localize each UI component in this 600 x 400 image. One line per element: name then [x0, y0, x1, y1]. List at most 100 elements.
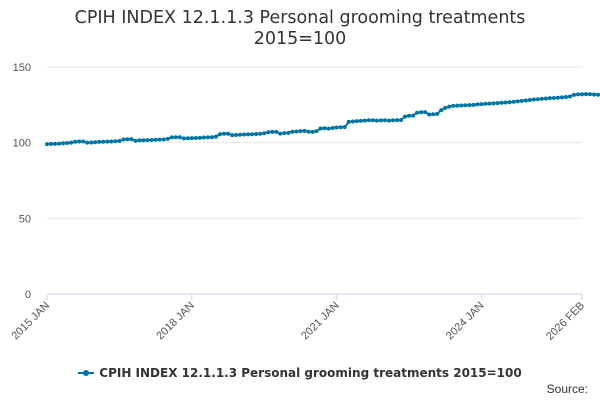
- data-point[interactable]: [559, 95, 564, 100]
- data-point[interactable]: [338, 125, 343, 130]
- data-point[interactable]: [209, 135, 214, 140]
- data-point[interactable]: [173, 135, 178, 140]
- data-point[interactable]: [238, 132, 243, 137]
- data-point[interactable]: [57, 141, 62, 146]
- data-point[interactable]: [543, 96, 548, 101]
- data-point[interactable]: [89, 140, 94, 145]
- data-point[interactable]: [346, 119, 351, 124]
- data-point[interactable]: [519, 98, 524, 103]
- data-point[interactable]: [539, 96, 544, 101]
- data-point[interactable]: [298, 129, 303, 134]
- data-point[interactable]: [431, 112, 436, 117]
- data-point[interactable]: [101, 139, 106, 144]
- data-point[interactable]: [73, 139, 78, 144]
- data-point[interactable]: [515, 99, 520, 104]
- data-point[interactable]: [254, 132, 259, 137]
- data-point[interactable]: [435, 111, 440, 116]
- data-point[interactable]: [274, 129, 279, 134]
- data-point[interactable]: [451, 103, 456, 108]
- data-point[interactable]: [314, 129, 319, 134]
- data-point[interactable]: [334, 125, 339, 130]
- data-point[interactable]: [350, 119, 355, 124]
- data-point[interactable]: [499, 100, 504, 105]
- data-point[interactable]: [250, 132, 255, 137]
- data-point[interactable]: [234, 132, 239, 137]
- data-point[interactable]: [117, 139, 122, 143]
- data-point[interactable]: [491, 101, 496, 106]
- data-point[interactable]: [266, 130, 271, 135]
- data-point[interactable]: [475, 102, 480, 107]
- data-point[interactable]: [197, 135, 202, 140]
- legend-item[interactable]: CPIH INDEX 12.1.1.3 Personal grooming tr…: [78, 366, 522, 380]
- data-point[interactable]: [374, 118, 379, 123]
- data-point[interactable]: [137, 138, 142, 143]
- data-point[interactable]: [205, 135, 210, 140]
- data-point[interactable]: [125, 137, 130, 142]
- data-point[interactable]: [306, 129, 311, 134]
- data-point[interactable]: [459, 103, 464, 108]
- data-point[interactable]: [555, 95, 560, 100]
- data-point[interactable]: [443, 105, 448, 110]
- data-point[interactable]: [129, 137, 134, 142]
- data-point[interactable]: [286, 130, 291, 135]
- data-point[interactable]: [463, 103, 468, 108]
- data-point[interactable]: [415, 110, 420, 115]
- data-point[interactable]: [588, 92, 593, 97]
- data-point[interactable]: [535, 97, 540, 102]
- data-point[interactable]: [153, 137, 158, 142]
- data-point[interactable]: [161, 137, 166, 142]
- data-point[interactable]: [246, 132, 251, 137]
- data-point[interactable]: [97, 139, 102, 144]
- data-point[interactable]: [354, 119, 359, 124]
- data-point[interactable]: [282, 131, 287, 136]
- data-point[interactable]: [370, 118, 375, 123]
- data-point[interactable]: [394, 118, 399, 123]
- data-point[interactable]: [378, 118, 383, 123]
- data-point[interactable]: [105, 139, 110, 144]
- data-point[interactable]: [479, 102, 484, 107]
- data-point[interactable]: [302, 128, 307, 133]
- data-point[interactable]: [61, 141, 66, 146]
- data-point[interactable]: [507, 100, 512, 105]
- data-point[interactable]: [157, 137, 162, 142]
- data-point[interactable]: [193, 135, 198, 140]
- data-point[interactable]: [85, 140, 90, 145]
- data-point[interactable]: [310, 129, 315, 134]
- data-point[interactable]: [177, 135, 182, 140]
- data-point[interactable]: [592, 92, 597, 97]
- data-point[interactable]: [109, 139, 114, 144]
- data-point[interactable]: [226, 131, 231, 136]
- data-point[interactable]: [342, 125, 347, 130]
- data-point[interactable]: [330, 125, 335, 130]
- data-point[interactable]: [390, 118, 395, 123]
- data-point[interactable]: [547, 96, 552, 101]
- data-point[interactable]: [230, 133, 235, 138]
- data-point[interactable]: [523, 98, 528, 103]
- data-point[interactable]: [467, 103, 472, 108]
- data-point[interactable]: [580, 92, 584, 97]
- data-point[interactable]: [471, 102, 476, 107]
- data-point[interactable]: [53, 141, 58, 146]
- data-point[interactable]: [403, 114, 408, 119]
- data-point[interactable]: [294, 129, 299, 134]
- data-point[interactable]: [65, 140, 70, 145]
- data-point[interactable]: [49, 141, 54, 146]
- data-point[interactable]: [77, 139, 82, 144]
- data-point[interactable]: [258, 131, 263, 136]
- data-point[interactable]: [69, 140, 74, 145]
- data-point[interactable]: [386, 118, 391, 123]
- data-point[interactable]: [419, 110, 424, 115]
- data-point[interactable]: [411, 113, 416, 118]
- data-point[interactable]: [121, 137, 126, 142]
- data-point[interactable]: [189, 136, 194, 141]
- data-point[interactable]: [487, 101, 492, 106]
- data-point[interactable]: [567, 94, 572, 99]
- data-point[interactable]: [270, 129, 275, 134]
- data-point[interactable]: [145, 138, 150, 143]
- data-point[interactable]: [322, 126, 327, 131]
- data-point[interactable]: [571, 92, 576, 97]
- data-point[interactable]: [290, 129, 295, 134]
- data-point[interactable]: [447, 104, 452, 109]
- data-point[interactable]: [596, 92, 600, 97]
- data-point[interactable]: [81, 139, 86, 144]
